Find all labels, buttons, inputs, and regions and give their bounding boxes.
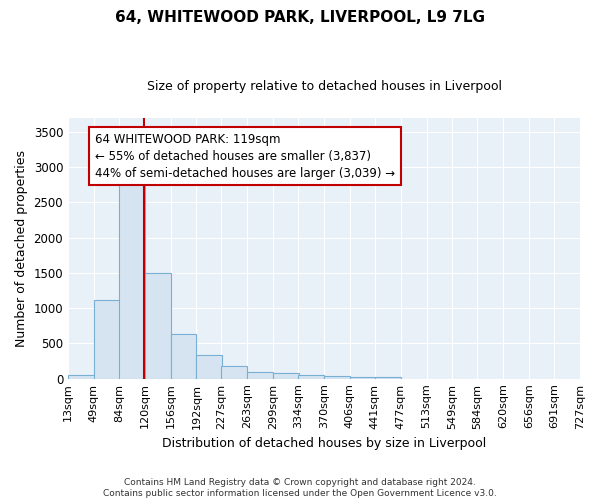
Text: Contains HM Land Registry data © Crown copyright and database right 2024.
Contai: Contains HM Land Registry data © Crown c… bbox=[103, 478, 497, 498]
Bar bbox=[298, 375, 324, 378]
Bar bbox=[145, 273, 170, 378]
Text: 64, WHITEWOOD PARK, LIVERPOOL, L9 7LG: 64, WHITEWOOD PARK, LIVERPOOL, L9 7LG bbox=[115, 10, 485, 25]
X-axis label: Distribution of detached houses by size in Liverpool: Distribution of detached houses by size … bbox=[162, 437, 486, 450]
Title: Size of property relative to detached houses in Liverpool: Size of property relative to detached ho… bbox=[146, 80, 502, 93]
Bar bbox=[221, 366, 247, 378]
Text: 64 WHITEWOOD PARK: 119sqm
← 55% of detached houses are smaller (3,837)
44% of se: 64 WHITEWOOD PARK: 119sqm ← 55% of detac… bbox=[95, 132, 395, 180]
Bar bbox=[324, 376, 350, 378]
Bar bbox=[170, 334, 196, 378]
Bar bbox=[119, 174, 145, 378]
Bar bbox=[68, 375, 94, 378]
Bar bbox=[94, 300, 119, 378]
Bar bbox=[196, 356, 222, 378]
Bar bbox=[273, 374, 299, 378]
Bar bbox=[247, 372, 273, 378]
Y-axis label: Number of detached properties: Number of detached properties bbox=[15, 150, 28, 346]
